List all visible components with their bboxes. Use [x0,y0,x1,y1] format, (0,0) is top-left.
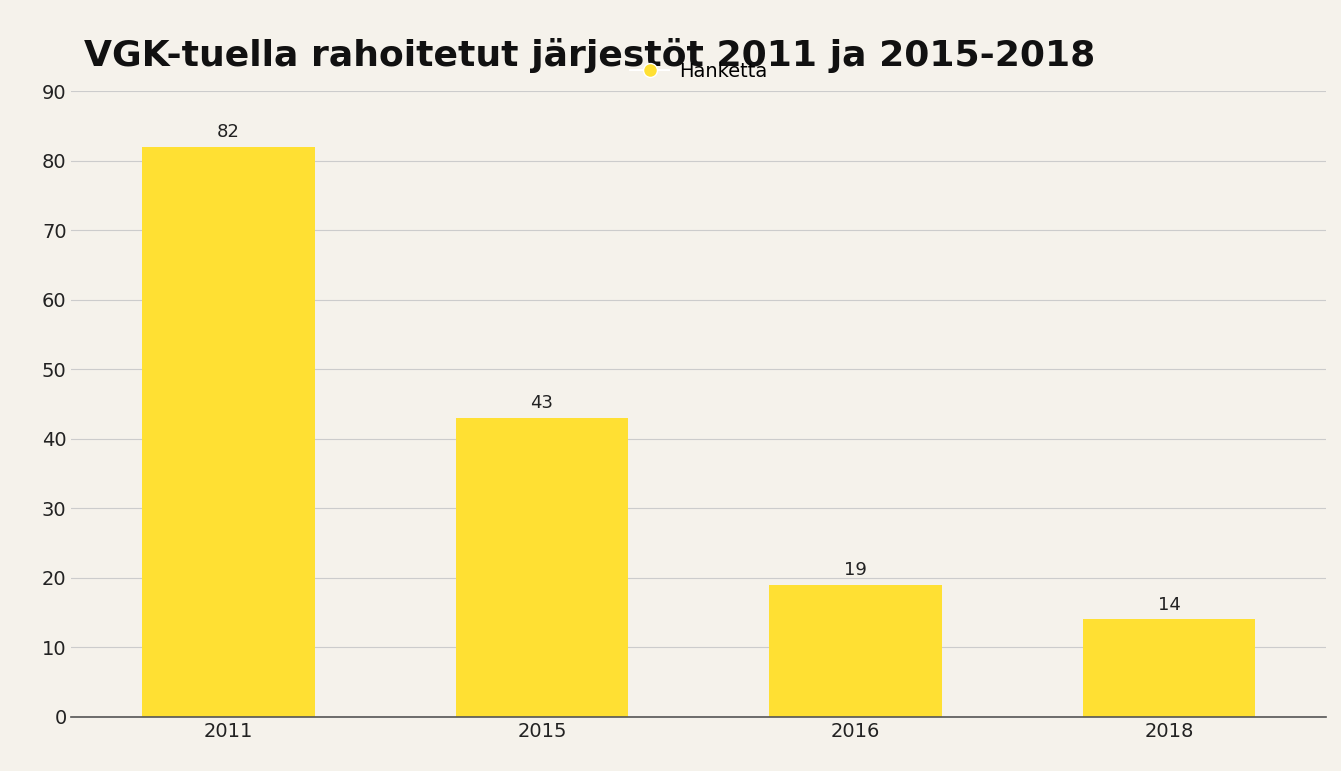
Bar [1084,619,1255,717]
Text: VGK-tuella rahoitetut järjestöt 2011 ja 2015-2018: VGK-tuella rahoitetut järjestöt 2011 ja … [84,38,1096,73]
Text: 43: 43 [531,394,554,412]
Bar [456,418,628,717]
Bar [142,146,315,717]
Legend: Hanketta: Hanketta [622,54,775,89]
Text: 14: 14 [1157,596,1180,614]
Text: 82: 82 [217,123,240,141]
Bar [770,584,941,717]
Text: 19: 19 [843,561,868,579]
